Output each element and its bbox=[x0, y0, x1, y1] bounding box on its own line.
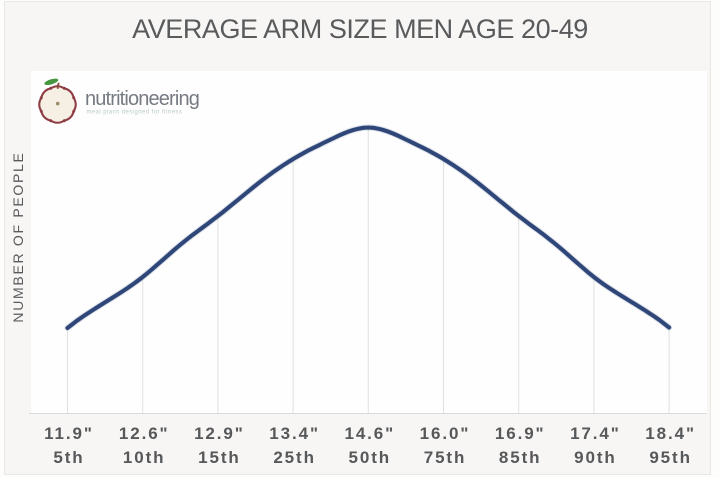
svg-text:nutritioneering: nutritioneering bbox=[85, 88, 199, 110]
svg-text:meal plans designed for fitnes: meal plans designed for fitness bbox=[87, 110, 183, 116]
